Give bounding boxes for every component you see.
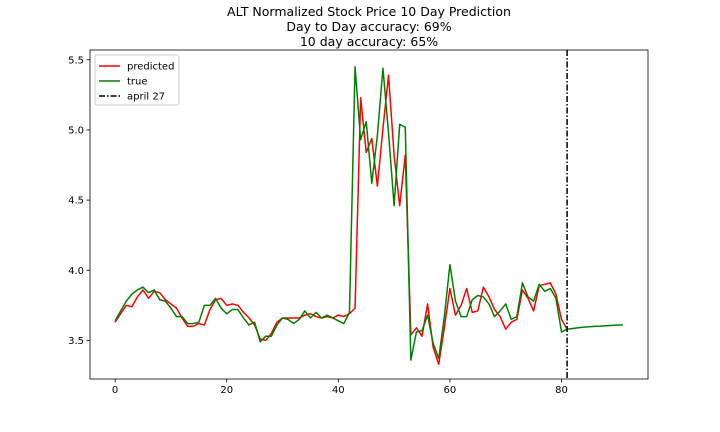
series-layer [114, 50, 623, 379]
legend-box [94, 54, 180, 106]
x-tick-label: 20 [220, 385, 233, 396]
x-tick-label: 60 [444, 385, 457, 396]
series-line-predicted [114, 74, 568, 366]
legend-label-predicted: predicted [127, 62, 174, 73]
legend-label-april-27: april 27 [127, 92, 165, 103]
legend-label-true: true [127, 77, 148, 88]
legend: predicted true april 27 [94, 54, 180, 106]
y-tick-label: 4.0 [68, 266, 84, 277]
axes-layer: 0 20 40 60 80 3.5 4.0 4.5 5.0 5.5 [68, 49, 649, 396]
x-tick-label: 0 [112, 385, 118, 396]
series-line-true [114, 66, 623, 361]
y-tick-label: 5.5 [68, 55, 84, 66]
y-tick-label: 5.0 [68, 125, 84, 136]
y-tick-label: 3.5 [68, 336, 84, 347]
chart-title-line-2: Day to Day accuracy: 69% [286, 19, 452, 34]
x-tick-label: 40 [332, 385, 345, 396]
chart-title-line-3: 10 day accuracy: 65% [299, 34, 439, 49]
y-tick-label: 4.5 [68, 196, 84, 207]
plot-frame [89, 49, 649, 380]
chart-title-line-1: ALT Normalized Stock Price 10 Day Predic… [227, 4, 511, 19]
x-tick-label: 80 [555, 385, 568, 396]
